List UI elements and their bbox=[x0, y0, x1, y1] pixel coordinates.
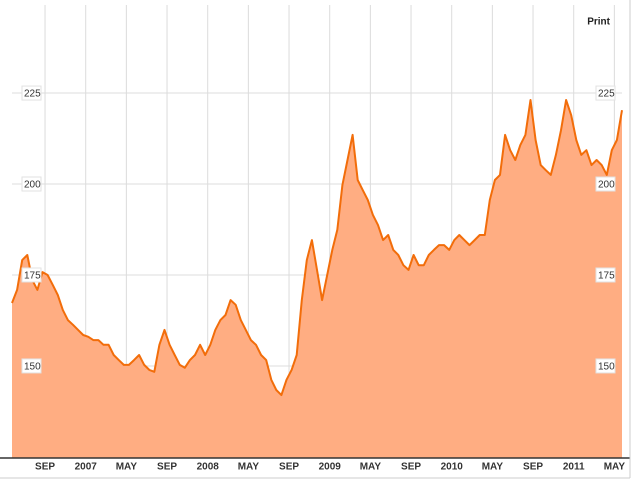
y-tick-label-left: 200 bbox=[24, 180, 41, 191]
tick-label-box bbox=[21, 358, 42, 374]
y-tick-label-left: 150 bbox=[24, 362, 41, 373]
y-tick-label-right: 200 bbox=[598, 180, 615, 191]
y-tick-label-right: 150 bbox=[598, 362, 615, 373]
tick-label-box bbox=[21, 85, 42, 101]
x-tick-label: SEP bbox=[35, 462, 55, 473]
print-button[interactable]: Print bbox=[587, 17, 610, 28]
tick-label-box bbox=[595, 85, 616, 101]
x-tick-label: 2010 bbox=[441, 462, 464, 473]
tick-label-box bbox=[595, 358, 616, 374]
y-tick-label-right: 175 bbox=[598, 271, 615, 282]
x-tick-label: SEP bbox=[523, 462, 543, 473]
x-tick-label: SEP bbox=[401, 462, 421, 473]
tick-label-box bbox=[21, 176, 42, 192]
tick-label-box bbox=[595, 176, 616, 192]
x-tick-label: MAY bbox=[238, 462, 260, 473]
x-tick-label: 2008 bbox=[197, 462, 220, 473]
x-tick-label: 2009 bbox=[319, 462, 342, 473]
line bbox=[11, 99, 623, 397]
x-tick-label: SEP bbox=[157, 462, 177, 473]
y-tick-label-right: 225 bbox=[598, 89, 615, 100]
tick-label-box bbox=[21, 267, 42, 283]
x-tick-label: 2007 bbox=[75, 462, 98, 473]
area bbox=[12, 100, 622, 458]
plot bbox=[11, 99, 623, 458]
x-tick-label: SEP bbox=[279, 462, 299, 473]
labels: SEP 2007 MAY SEP 2008 MAY SEP 2009 MAY SEP 2010 MAY… bbox=[21, 85, 626, 473]
x-tick-label: MAY bbox=[116, 462, 138, 473]
y-tick-label-left: 225 bbox=[24, 89, 41, 100]
x-tick-label: MAY bbox=[360, 462, 382, 473]
y-tick-label-left: 175 bbox=[24, 271, 41, 282]
x-tick-label: MAY bbox=[604, 462, 626, 473]
x-tick-label: 2011 bbox=[563, 462, 585, 473]
tick-label-box bbox=[595, 267, 616, 283]
x-tick-label: MAY bbox=[482, 462, 504, 473]
